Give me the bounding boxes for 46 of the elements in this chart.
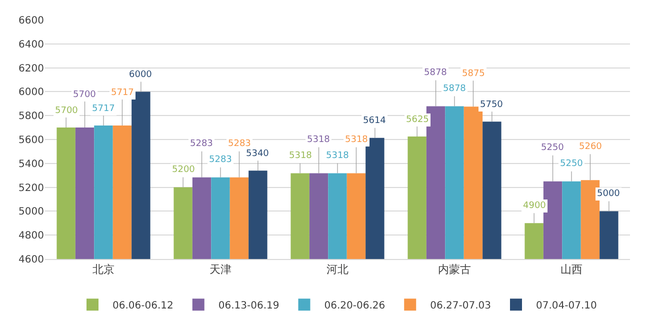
data-label: 5283 [209, 155, 232, 165]
data-label: 5340 [246, 149, 270, 159]
y-tick-label: 4800 [18, 230, 44, 242]
y-tick-label: 4600 [18, 254, 44, 266]
x-tick-label: 北京 [92, 263, 114, 276]
data-label: 5318 [326, 151, 350, 161]
y-tick-label: 6600 [18, 16, 44, 26]
data-label: 5283 [190, 139, 213, 149]
y-tick-label: 6000 [18, 87, 44, 98]
y-tick-label: 6200 [18, 63, 44, 74]
y-tick-label: 6400 [18, 39, 44, 50]
x-tick-label: 河北 [326, 263, 348, 276]
x-tick-label: 山西 [560, 263, 582, 276]
legend-label: 06.20-06.26 [324, 300, 386, 312]
data-label: 5318 [345, 135, 368, 145]
legend-label: 06.06-06.12 [112, 300, 174, 312]
data-label: 5875 [462, 69, 485, 79]
legend-label: 06.13-06.19 [218, 300, 280, 312]
data-label: 5878 [443, 84, 466, 94]
y-tick-label: 5600 [18, 135, 44, 146]
legend-label: 06.27-07.03 [430, 300, 491, 312]
data-label: 5250 [560, 159, 584, 169]
data-label: 5250 [541, 143, 564, 153]
data-label: 5260 [579, 142, 602, 152]
y-tick-label: 5000 [18, 206, 44, 218]
data-label: 5283 [228, 139, 251, 149]
data-label: 5717 [92, 104, 115, 114]
data-label: 5717 [111, 88, 134, 98]
y-tick-label: 5400 [18, 158, 44, 170]
data-label: 5318 [307, 135, 330, 145]
y-tick-label: 5200 [18, 182, 44, 194]
data-label: 5878 [424, 68, 448, 78]
data-label: 4900 [523, 201, 546, 211]
data-label: 5000 [597, 189, 620, 199]
data-label: 5318 [289, 151, 312, 161]
data-label: 5700 [73, 90, 96, 100]
legend-label: 07.04-07.10 [536, 300, 597, 312]
data-label: 6000 [129, 70, 152, 80]
x-tick-label: 内蒙古 [438, 263, 471, 276]
x-tick-label: 天津 [210, 263, 232, 276]
data-label: 5700 [55, 106, 78, 116]
data-label: 5750 [480, 100, 504, 110]
data-label: 5200 [172, 165, 196, 175]
data-label: 5614 [363, 116, 386, 126]
y-tick-label: 5800 [18, 111, 44, 122]
data-label: 5625 [406, 115, 429, 125]
